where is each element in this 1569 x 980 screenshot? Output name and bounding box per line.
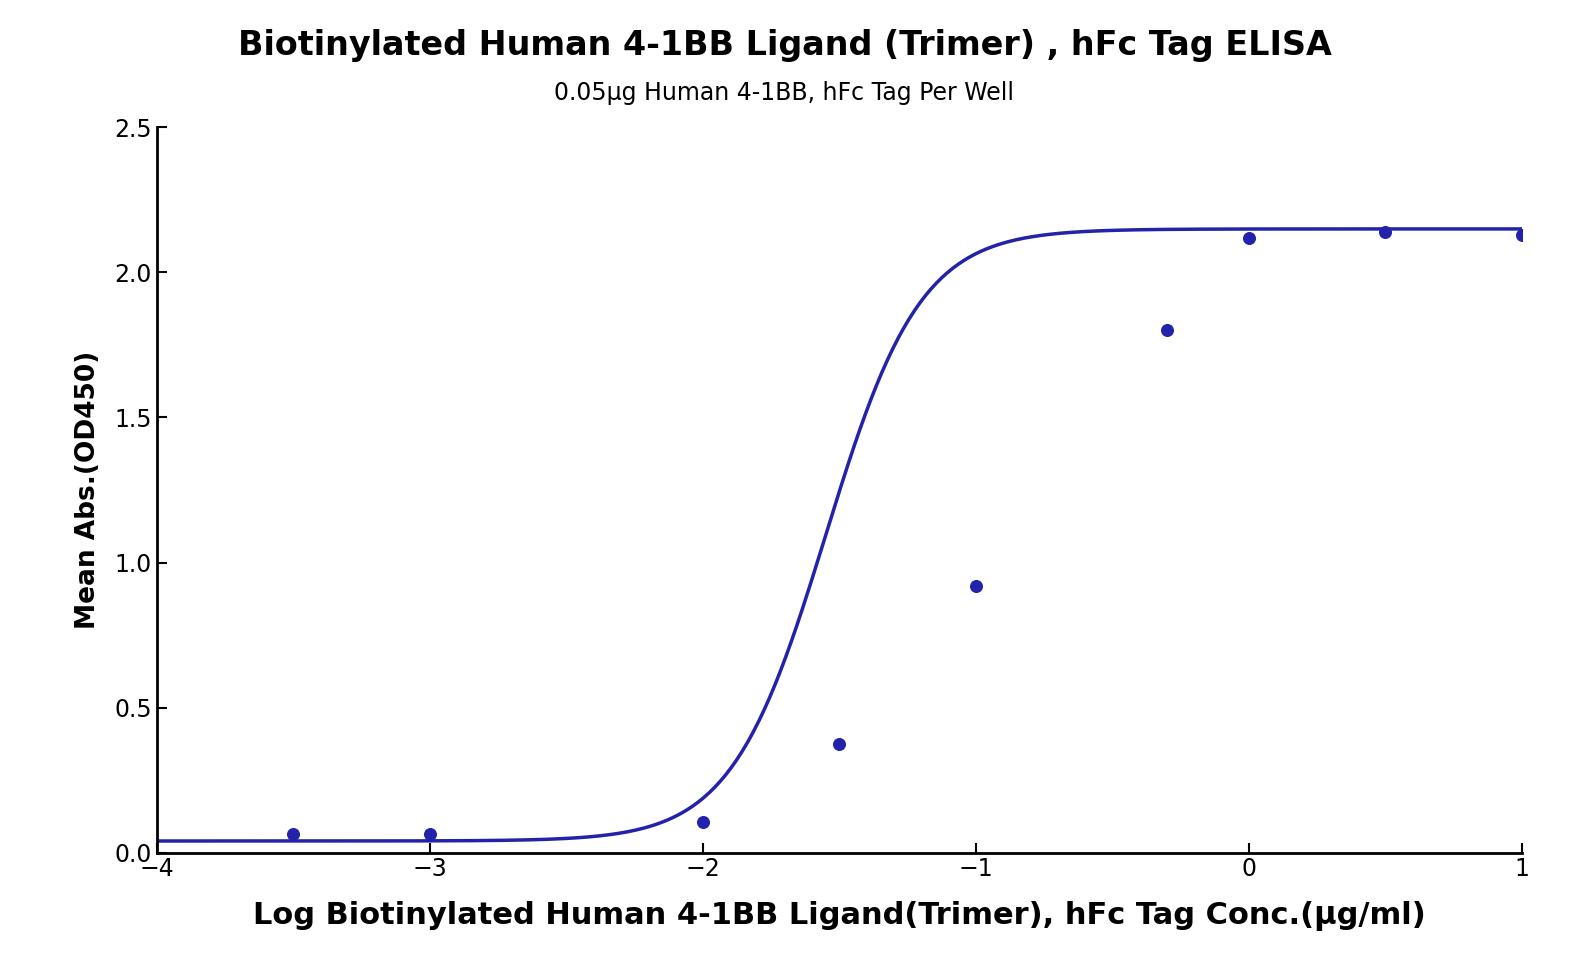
Point	[281, 826, 306, 842]
Text: Biotinylated Human 4-1BB Ligand (Trimer) , hFc Tag ELISA: Biotinylated Human 4-1BB Ligand (Trimer)…	[237, 29, 1332, 63]
Text: 0.05μg Human 4-1BB, hFc Tag Per Well: 0.05μg Human 4-1BB, hFc Tag Per Well	[554, 81, 1015, 105]
Point	[827, 736, 852, 752]
Point	[1155, 322, 1180, 338]
Point	[417, 826, 442, 842]
Point	[1373, 224, 1398, 240]
Point	[963, 578, 988, 594]
Point	[690, 814, 715, 830]
Point	[1236, 229, 1261, 245]
X-axis label: Log Biotinylated Human 4-1BB Ligand(Trimer), hFc Tag Conc.(μg/ml): Log Biotinylated Human 4-1BB Ligand(Trim…	[253, 901, 1426, 931]
Y-axis label: Mean Abs.(OD450): Mean Abs.(OD450)	[74, 351, 100, 629]
Point	[1509, 227, 1534, 243]
